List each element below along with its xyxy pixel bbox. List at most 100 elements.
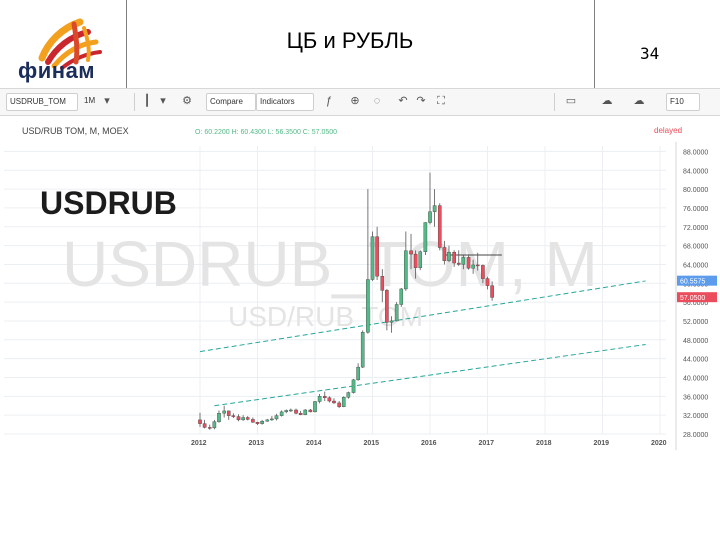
candle-body: [284, 410, 289, 413]
candle-body: [255, 422, 260, 424]
candle-body: [466, 257, 471, 269]
candles-icon[interactable]: ┃: [143, 95, 151, 107]
candle-body: [341, 397, 346, 407]
big-label: USDRUB: [40, 185, 177, 221]
header-divider: [594, 0, 595, 88]
chart-svg[interactable]: USDRUB_TOM, M USD/RUB TOM USDRUB USD/RUB…: [0, 116, 720, 451]
y-tick-label: 48.0000: [683, 338, 708, 345]
toolbar-separator: [134, 93, 135, 111]
compare-button[interactable]: Compare: [206, 93, 256, 111]
candle-body: [456, 262, 461, 265]
chart-symbol-line: USD/RUB TOM, M, MOEX: [22, 126, 129, 136]
indicators-button[interactable]: Indicators: [256, 93, 314, 111]
candle-body: [375, 236, 379, 277]
x-tick-label: 2012: [191, 440, 207, 447]
candle-body: [409, 250, 413, 255]
candle-body: [366, 279, 370, 333]
candle-body: [217, 413, 221, 422]
price-label-bg: [677, 292, 717, 303]
y-tick-label: 52.0000: [683, 319, 708, 326]
status-badge: delayed: [654, 126, 682, 135]
chevron-down-icon[interactable]: ▾: [104, 95, 110, 107]
candle-body: [351, 379, 356, 393]
chart-toolbar: USDRUB_TOM 1M ▾ ┃ ▾ ⚙ Compare Indicators…: [0, 89, 720, 116]
interval-button[interactable]: 1M: [84, 96, 96, 105]
toolbar-separator: [554, 93, 555, 111]
trend-line: [199, 280, 646, 353]
y-axis: 28.0000 32.0000 36.0000 40.0000 44.0000 48.00…: [675, 142, 717, 451]
candle-body: [481, 265, 485, 279]
candle-body: [241, 417, 245, 421]
y-tick-label: 76.0000: [683, 206, 708, 213]
candle-body: [212, 421, 217, 429]
candle-body: [356, 366, 360, 381]
x-axis: 2012 2013 2014 2015 2016 2017 2018 2019 2020: [191, 440, 667, 447]
chart-area[interactable]: USDRUB_TOM, M USD/RUB TOM USDRUB USD/RUB…: [0, 116, 720, 451]
candle-body: [428, 211, 432, 223]
candle-body: [346, 392, 351, 398]
layout-icon[interactable]: ▭: [565, 95, 577, 107]
candle-body: [332, 400, 336, 404]
redo-icon[interactable]: ↷: [416, 95, 426, 107]
cloud-download-icon[interactable]: ☁: [633, 95, 645, 107]
f10-button[interactable]: F10: [666, 93, 700, 111]
candle-body: [298, 413, 303, 415]
finam-logo-icon: [38, 18, 102, 70]
candle-body: [447, 252, 451, 261]
candle-body: [222, 410, 226, 414]
candle-body: [337, 402, 341, 407]
candle-body: [360, 332, 365, 368]
candle-body: [313, 401, 317, 413]
y-tick-label: 68.0000: [683, 244, 708, 251]
candle-body: [202, 423, 207, 428]
trend-line: [214, 344, 646, 407]
y-tick-label: 72.0000: [683, 225, 708, 232]
chart-grid: [4, 146, 666, 435]
cloud-icon[interactable]: ☁: [601, 95, 613, 107]
candle-body: [322, 396, 327, 398]
x-tick-label: 2015: [364, 440, 380, 447]
candle-body: [385, 290, 389, 323]
candle-body: [399, 288, 404, 305]
y-tick-label: 88.0000: [683, 149, 708, 156]
candle-body: [327, 397, 332, 402]
candle-body: [294, 409, 298, 414]
y-tick-label: 40.0000: [683, 375, 708, 382]
candle-body: [452, 252, 456, 264]
candle-body: [236, 416, 241, 421]
candle-body: [404, 250, 408, 290]
undo-icon[interactable]: ↶: [398, 95, 408, 107]
y-tick-label: 32.0000: [683, 413, 708, 420]
candle-body: [413, 253, 418, 268]
slide-title: ЦБ и РУБЛЬ: [286, 28, 414, 53]
candle-body: [442, 247, 447, 261]
gear-icon[interactable]: ⚙: [182, 95, 192, 107]
y-tick-label: 44.0000: [683, 357, 708, 364]
candle-body: [226, 410, 231, 416]
candle-body: [475, 264, 480, 267]
candle-body: [265, 419, 270, 422]
fullscreen-icon[interactable]: ⛶: [437, 95, 445, 107]
symbol-input[interactable]: USDRUB_TOM: [6, 93, 78, 111]
candle-body: [198, 419, 202, 424]
candle-body: [461, 257, 466, 265]
price-label: 60.5575: [680, 279, 705, 286]
alert-icon[interactable]: ⊕: [350, 95, 360, 107]
candle-body: [270, 418, 274, 421]
candle-body: [308, 409, 313, 413]
slide-footer-area: [0, 450, 720, 540]
y-tick-label: 28.0000: [683, 432, 708, 439]
price-label-bg: [677, 275, 717, 286]
x-tick-label: 2014: [306, 440, 322, 447]
candles: [198, 172, 494, 430]
slide-header: финам ЦБ и РУБЛЬ 34: [0, 0, 720, 88]
candle-body: [207, 427, 212, 429]
y-tick-label: 64.0000: [683, 262, 708, 269]
lightbulb-icon[interactable]: ◌: [373, 95, 381, 107]
candle-body: [423, 222, 428, 252]
function-icon[interactable]: ƒ: [325, 95, 333, 107]
candle-body: [471, 264, 475, 269]
chevron-down-icon[interactable]: ▾: [160, 95, 166, 107]
candle-body: [279, 411, 284, 416]
x-tick-label: 2017: [479, 440, 495, 447]
